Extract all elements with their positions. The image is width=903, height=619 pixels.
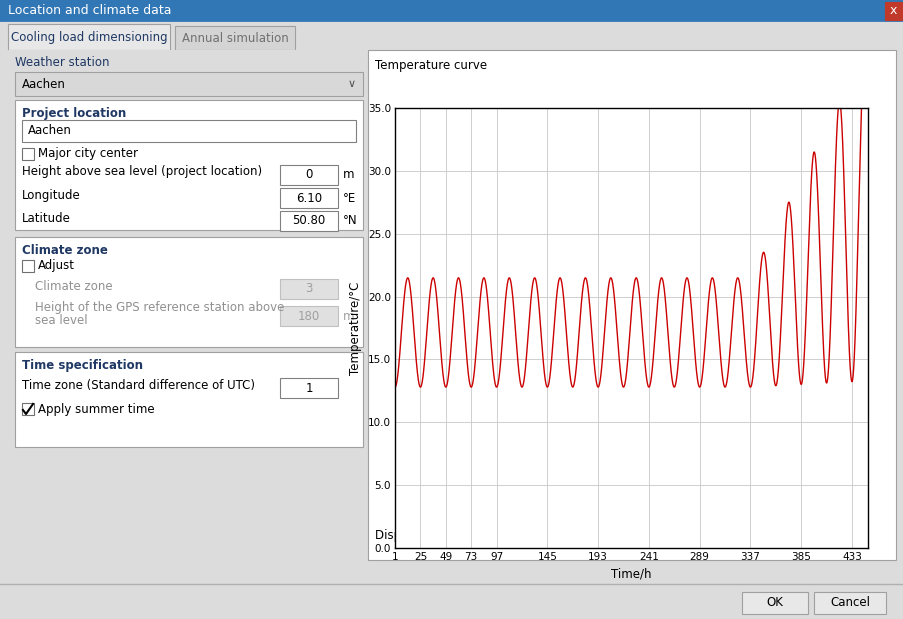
Bar (8, 50, 363, 585)
Bar (175, 26, 294, 50)
Text: m: m (342, 168, 354, 181)
Bar (15, 352, 363, 447)
Text: 1: 1 (305, 381, 312, 394)
Bar (22, 403, 34, 415)
Text: Height above sea level (project location): Height above sea level (project location… (22, 165, 262, 178)
Bar (280, 165, 338, 185)
Bar (280, 306, 338, 326)
Text: Temperature curve: Temperature curve (375, 59, 487, 72)
Text: ∨: ∨ (550, 530, 557, 540)
Bar (813, 592, 885, 614)
Bar (454, 525, 563, 545)
Bar (0, 584, 903, 619)
Bar (567, 525, 615, 545)
Bar (280, 211, 338, 231)
Bar (22, 260, 34, 272)
Y-axis label: Temperature/°C: Temperature/°C (349, 282, 362, 374)
Text: Annual simulation: Annual simulation (182, 32, 288, 45)
Text: °E: °E (342, 191, 356, 204)
Text: Display month: Display month (375, 529, 461, 542)
Text: x: x (889, 4, 896, 17)
Bar (741, 592, 807, 614)
Text: Weather station: Weather station (15, 56, 109, 69)
Text: Adjust: Adjust (38, 259, 75, 272)
Bar (15, 237, 363, 347)
Text: OK: OK (766, 597, 783, 610)
Text: 3: 3 (305, 282, 312, 295)
Bar (8, 24, 170, 50)
Text: Longitude: Longitude (22, 189, 80, 202)
Text: July (adjusted): July (adjusted) (460, 530, 540, 540)
Text: 180: 180 (298, 310, 320, 322)
Text: Apply summer time: Apply summer time (38, 402, 154, 415)
Bar (15, 72, 363, 96)
X-axis label: Time/h: Time/h (610, 568, 651, 581)
Text: Location and climate data: Location and climate data (8, 4, 172, 17)
Bar (15, 100, 363, 230)
Bar (22, 148, 34, 160)
Text: °N: °N (342, 215, 358, 228)
Text: Cancel: Cancel (829, 597, 869, 610)
Text: reset: reset (628, 530, 656, 540)
Text: m: m (342, 310, 354, 322)
Text: Major city center: Major city center (38, 147, 138, 160)
Text: sea level: sea level (35, 314, 88, 327)
Text: ∨: ∨ (348, 79, 356, 89)
Text: Climate zone: Climate zone (35, 280, 113, 293)
Bar (22, 120, 356, 142)
Text: 50.80: 50.80 (292, 215, 325, 228)
Text: Height of the GPS reference station above: Height of the GPS reference station abov… (35, 301, 284, 314)
Text: Time specification: Time specification (22, 358, 143, 371)
Bar (0, 22, 903, 50)
Bar (280, 279, 338, 299)
Bar (884, 2, 901, 20)
Text: Latitude: Latitude (22, 212, 70, 225)
Bar (280, 188, 338, 208)
Text: Project location: Project location (22, 106, 126, 119)
Bar (368, 50, 895, 560)
Text: Aachen: Aachen (22, 77, 66, 90)
Text: 6.10: 6.10 (295, 191, 321, 204)
Text: Time zone (Standard difference of UTC): Time zone (Standard difference of UTC) (22, 378, 255, 391)
Bar (0, 0, 903, 22)
Bar (619, 525, 664, 545)
Text: adjust: adjust (574, 530, 609, 540)
Text: Aachen: Aachen (28, 124, 72, 137)
Text: 0: 0 (305, 168, 312, 181)
Text: Cooling load dimensioning: Cooling load dimensioning (11, 30, 167, 43)
Text: Climate zone: Climate zone (22, 243, 107, 256)
Bar (280, 378, 338, 398)
